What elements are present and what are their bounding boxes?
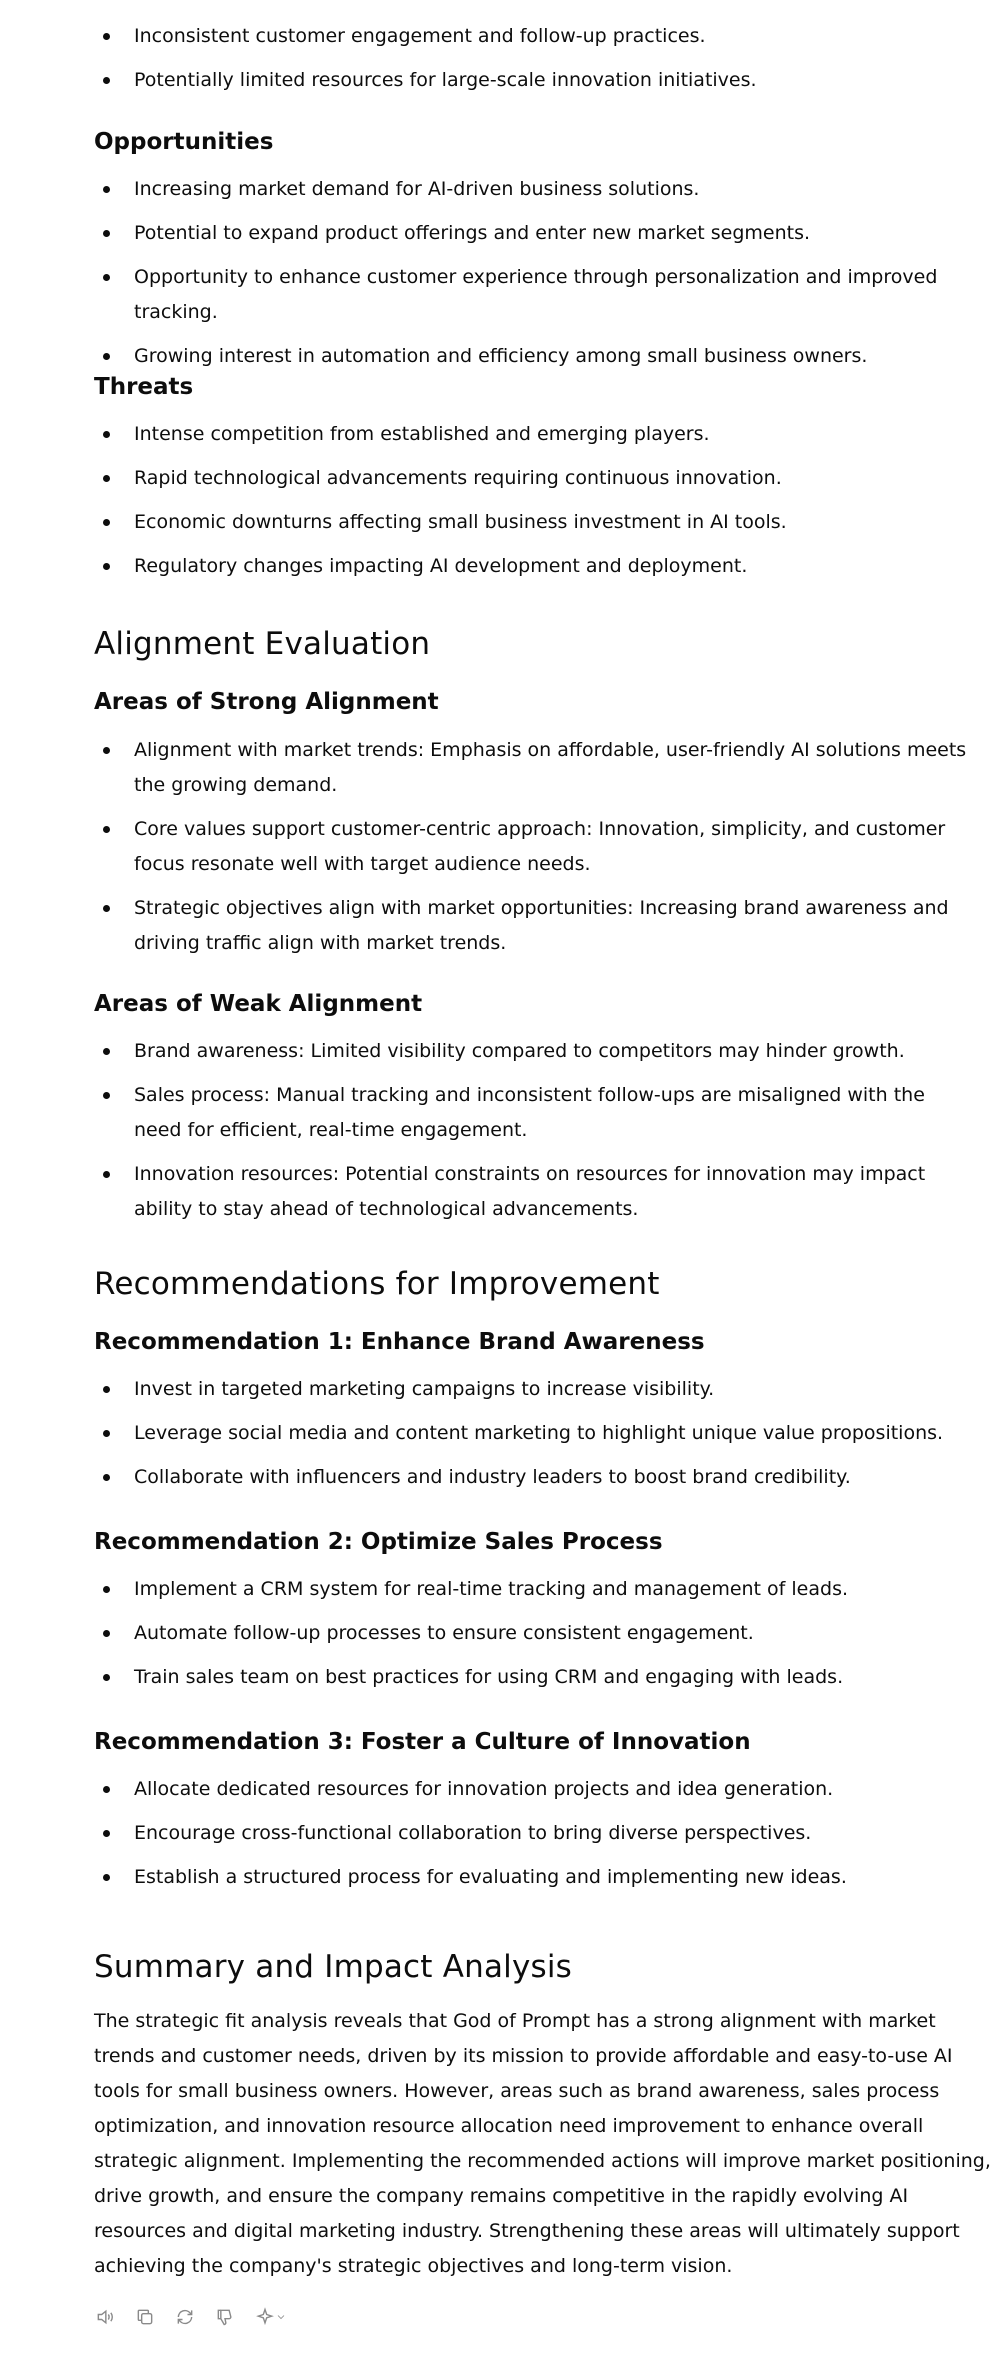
list-item: Invest in targeted marketing campaigns t… (94, 1372, 974, 1407)
list-item: Growing interest in automation and effic… (94, 339, 974, 374)
list-item: Train sales team on best practices for u… (94, 1660, 974, 1695)
list-item: Potentially limited resources for large-… (94, 63, 974, 98)
subsection-heading-strong-alignment: Areas of Strong Alignment (94, 689, 439, 715)
threats-list: Intense competition from established and… (94, 417, 974, 584)
list-item: Automate follow-up processes to ensure c… (94, 1616, 974, 1651)
subsection-heading-weak-alignment: Areas of Weak Alignment (94, 991, 423, 1017)
weaknesses-list: Inconsistent customer engagement and fol… (94, 19, 974, 98)
regenerate-button[interactable] (174, 2306, 196, 2328)
list-item: Leverage social media and content market… (94, 1416, 974, 1451)
list-item: Opportunity to enhance customer experien… (94, 260, 974, 330)
section-title-alignment: Alignment Evaluation (94, 626, 431, 662)
section-title-summary: Summary and Impact Analysis (94, 1949, 573, 1985)
list-item: Intense competition from established and… (94, 417, 974, 452)
message-actions (94, 2306, 288, 2328)
section-heading-threats: Threats (94, 374, 194, 400)
list-item: Strategic objectives align with market o… (94, 891, 974, 961)
list-item: Collaborate with influencers and industr… (94, 1460, 974, 1495)
list-item: Regulatory changes impacting AI developm… (94, 549, 974, 584)
regenerate-icon (177, 2309, 193, 2325)
recommendation-1-list: Invest in targeted marketing campaigns t… (94, 1372, 974, 1495)
list-item: Brand awareness: Limited visibility comp… (94, 1034, 974, 1069)
thumbs-down-icon (217, 2309, 232, 2326)
list-item: Inconsistent customer engagement and fol… (94, 19, 974, 54)
section-heading-opportunities: Opportunities (94, 129, 274, 155)
list-item: Increasing market demand for AI-driven b… (94, 172, 974, 207)
read-aloud-icon (97, 2309, 113, 2325)
list-item: Innovation resources: Potential constrai… (94, 1157, 974, 1227)
read-aloud-button[interactable] (94, 2306, 116, 2328)
model-switch-button[interactable] (254, 2306, 288, 2328)
subsection-heading-recommendation-1: Recommendation 1: Enhance Brand Awarenes… (94, 1329, 705, 1355)
sparkle-model-icon (256, 2307, 274, 2326)
recommendation-3-list: Allocate dedicated resources for innovat… (94, 1772, 974, 1895)
list-item: Alignment with market trends: Emphasis o… (94, 733, 974, 803)
section-title-recommendations: Recommendations for Improvement (94, 1266, 660, 1302)
chevron-down-icon (277, 2315, 285, 2320)
list-item: Core values support customer-centric app… (94, 812, 974, 882)
strong-alignment-list: Alignment with market trends: Emphasis o… (94, 733, 974, 961)
copy-button[interactable] (134, 2306, 156, 2328)
recommendation-2-list: Implement a CRM system for real-time tra… (94, 1572, 974, 1695)
list-item: Encourage cross-functional collaboration… (94, 1816, 974, 1851)
list-item: Economic downturns affecting small busin… (94, 505, 974, 540)
list-item: Rapid technological advancements requiri… (94, 461, 974, 496)
list-item: Potential to expand product offerings an… (94, 216, 974, 251)
weak-alignment-list: Brand awareness: Limited visibility comp… (94, 1034, 974, 1227)
list-item: Allocate dedicated resources for innovat… (94, 1772, 974, 1807)
copy-icon (137, 2309, 153, 2325)
opportunities-list: Increasing market demand for AI-driven b… (94, 172, 974, 374)
subsection-heading-recommendation-3: Recommendation 3: Foster a Culture of In… (94, 1729, 751, 1755)
thumbs-down-button[interactable] (214, 2306, 236, 2328)
subsection-heading-recommendation-2: Recommendation 2: Optimize Sales Process (94, 1529, 663, 1555)
list-item: Establish a structured process for evalu… (94, 1860, 974, 1895)
summary-paragraph: The strategic fit analysis reveals that … (94, 2010, 991, 2277)
list-item: Sales process: Manual tracking and incon… (94, 1078, 974, 1148)
list-item: Implement a CRM system for real-time tra… (94, 1572, 974, 1607)
